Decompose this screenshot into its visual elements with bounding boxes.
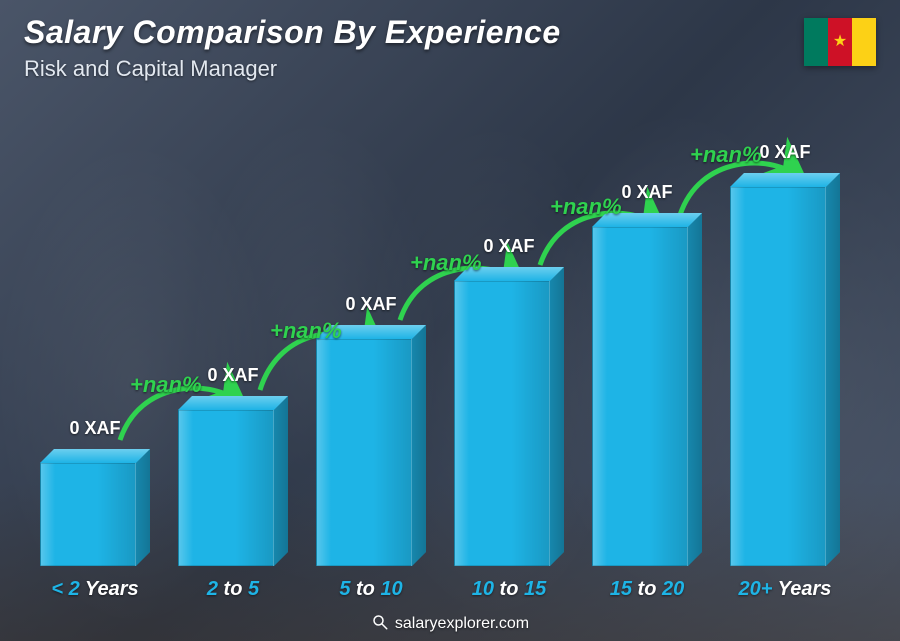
flag-stripe-1 bbox=[804, 18, 828, 66]
bar-slot: 0 XAF bbox=[40, 120, 150, 566]
bar-value-label: 0 XAF bbox=[483, 236, 534, 257]
bar bbox=[178, 410, 288, 566]
country-flag: ★ bbox=[804, 18, 876, 66]
bar bbox=[40, 463, 150, 566]
x-axis: < 2 Years 2 to 5 5 to 10 10 to 15 15 to 20 20… bbox=[30, 578, 850, 601]
bar-chart: 0 XAF 0 XAF 0 XAF 0 XAF 0 XAF 0 XAF bbox=[30, 120, 850, 566]
bar-front bbox=[592, 227, 688, 566]
pct-change-label: +nan% bbox=[690, 142, 762, 168]
flag-star-icon: ★ bbox=[833, 34, 847, 50]
bar-top bbox=[178, 396, 288, 410]
bars-container: 0 XAF 0 XAF 0 XAF 0 XAF 0 XAF 0 XAF bbox=[30, 120, 850, 566]
bar-value-label: 0 XAF bbox=[345, 294, 396, 315]
footer-text: salaryexplorer.com bbox=[395, 615, 529, 632]
bar-slot: 0 XAF bbox=[454, 120, 564, 566]
x-axis-label: 10 to 15 bbox=[454, 578, 564, 601]
x-axis-label: < 2 Years bbox=[40, 578, 150, 601]
pct-change-label: +nan% bbox=[550, 194, 622, 220]
bar-front bbox=[730, 187, 826, 566]
chart-subtitle: Risk and Capital Manager bbox=[24, 56, 277, 82]
bar bbox=[454, 281, 564, 566]
bar-value-label: 0 XAF bbox=[759, 142, 810, 163]
bar-top bbox=[40, 449, 150, 463]
bar-value-label: 0 XAF bbox=[621, 182, 672, 203]
chart-stage: Salary Comparison By Experience Risk and… bbox=[0, 0, 900, 641]
bar-value-label: 0 XAF bbox=[207, 365, 258, 386]
bar-side bbox=[688, 213, 702, 566]
bar-side bbox=[826, 173, 840, 566]
bar-side bbox=[412, 325, 426, 566]
flag-stripe-3 bbox=[852, 18, 876, 66]
x-axis-label: 5 to 10 bbox=[316, 578, 426, 601]
magnifier-icon bbox=[371, 613, 389, 631]
footer: salaryexplorer.com bbox=[0, 613, 900, 633]
chart-title: Salary Comparison By Experience bbox=[24, 14, 561, 51]
pct-change-label: +nan% bbox=[270, 318, 342, 344]
flag-stripe-2: ★ bbox=[828, 18, 852, 66]
bar-side bbox=[550, 267, 564, 566]
pct-change-label: +nan% bbox=[130, 372, 202, 398]
bar-top bbox=[730, 173, 840, 187]
bar-front bbox=[454, 281, 550, 566]
bar bbox=[592, 227, 702, 566]
bar-slot: 0 XAF bbox=[730, 120, 840, 566]
bar bbox=[316, 339, 426, 566]
x-axis-label: 2 to 5 bbox=[178, 578, 288, 601]
pct-change-label: +nan% bbox=[410, 250, 482, 276]
bar bbox=[730, 187, 840, 566]
bar-side bbox=[136, 449, 150, 566]
x-axis-label: 20+ Years bbox=[730, 578, 840, 601]
bar-front bbox=[178, 410, 274, 566]
bar-value-label: 0 XAF bbox=[69, 418, 120, 439]
bar-side bbox=[274, 396, 288, 566]
bar-front bbox=[316, 339, 412, 566]
bar-front bbox=[40, 463, 136, 566]
bar-slot: 0 XAF bbox=[592, 120, 702, 566]
x-axis-label: 15 to 20 bbox=[592, 578, 702, 601]
